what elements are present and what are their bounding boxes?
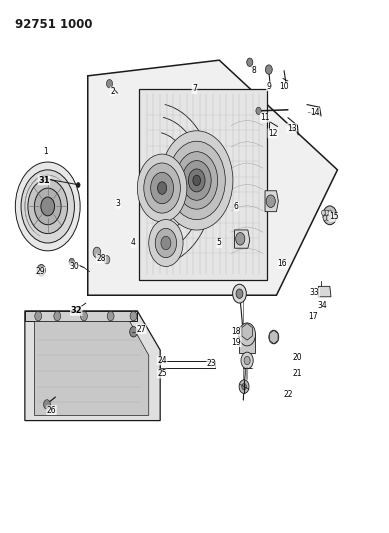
Text: 34: 34 (317, 301, 327, 310)
Circle shape (242, 384, 246, 390)
Circle shape (107, 311, 114, 321)
Text: 92751 1000: 92751 1000 (15, 19, 93, 31)
Text: 33: 33 (310, 288, 319, 297)
Circle shape (44, 400, 51, 409)
Circle shape (256, 107, 261, 115)
Text: 27: 27 (136, 325, 146, 334)
Circle shape (266, 195, 275, 207)
Circle shape (323, 206, 337, 225)
Text: 1: 1 (44, 147, 48, 156)
Text: 3: 3 (116, 199, 121, 208)
Circle shape (188, 169, 205, 192)
Text: 29: 29 (35, 267, 45, 276)
Text: 5: 5 (217, 238, 222, 247)
Circle shape (21, 170, 74, 243)
Polygon shape (25, 311, 160, 421)
Circle shape (81, 311, 88, 321)
Text: 31: 31 (38, 176, 50, 185)
Bar (139, 89, 267, 280)
Circle shape (104, 255, 110, 264)
Circle shape (130, 327, 137, 337)
Text: 28: 28 (96, 254, 106, 263)
Circle shape (265, 65, 272, 74)
Text: 24: 24 (157, 356, 167, 365)
Circle shape (130, 311, 137, 321)
Text: 7: 7 (192, 84, 197, 93)
Text: 2: 2 (110, 87, 115, 96)
Circle shape (182, 160, 211, 200)
Circle shape (325, 210, 328, 215)
Circle shape (15, 162, 80, 251)
Circle shape (239, 380, 249, 393)
Text: 13: 13 (287, 124, 296, 133)
Text: 6: 6 (234, 202, 239, 211)
Text: 22: 22 (283, 390, 293, 399)
Text: 4: 4 (131, 238, 136, 247)
Text: 18: 18 (232, 327, 241, 336)
Circle shape (241, 324, 253, 340)
Circle shape (54, 311, 61, 321)
Text: 10: 10 (279, 82, 289, 91)
Circle shape (41, 197, 54, 216)
Text: 23: 23 (207, 359, 216, 368)
Circle shape (76, 182, 80, 188)
Circle shape (107, 79, 112, 88)
Circle shape (144, 163, 180, 213)
Circle shape (37, 264, 46, 276)
Polygon shape (235, 230, 250, 248)
Circle shape (321, 210, 325, 215)
Text: 16: 16 (277, 260, 287, 269)
Circle shape (193, 175, 200, 185)
Circle shape (323, 215, 327, 221)
Text: 20: 20 (293, 353, 302, 362)
Circle shape (137, 154, 187, 222)
Circle shape (161, 131, 233, 230)
Circle shape (161, 236, 171, 250)
Circle shape (236, 232, 245, 245)
Text: 11: 11 (260, 113, 270, 122)
Polygon shape (265, 191, 279, 212)
Circle shape (244, 357, 250, 365)
Polygon shape (34, 321, 149, 415)
Circle shape (93, 247, 101, 257)
Circle shape (151, 172, 173, 204)
Circle shape (28, 179, 68, 233)
Circle shape (269, 330, 279, 344)
Text: 21: 21 (293, 369, 302, 378)
Text: 14: 14 (310, 108, 319, 117)
Circle shape (34, 188, 61, 225)
Circle shape (176, 152, 218, 209)
Circle shape (239, 323, 256, 346)
Text: 30: 30 (70, 262, 79, 271)
Text: 15: 15 (329, 212, 338, 221)
Text: 8: 8 (251, 66, 256, 75)
Text: 25: 25 (157, 369, 167, 378)
Text: 9: 9 (266, 82, 271, 91)
Text: 26: 26 (47, 406, 56, 415)
Circle shape (35, 311, 42, 321)
Circle shape (69, 258, 74, 265)
Circle shape (328, 210, 332, 215)
Circle shape (326, 215, 330, 221)
Circle shape (168, 141, 225, 220)
Polygon shape (88, 60, 337, 295)
Polygon shape (25, 311, 137, 321)
Circle shape (233, 284, 246, 303)
Text: 17: 17 (308, 312, 317, 321)
Circle shape (149, 220, 183, 266)
Circle shape (158, 182, 166, 195)
Polygon shape (242, 324, 252, 340)
Text: 32: 32 (70, 306, 82, 316)
Polygon shape (239, 334, 256, 353)
Polygon shape (318, 286, 331, 297)
Polygon shape (270, 330, 278, 344)
Circle shape (241, 352, 253, 369)
Circle shape (236, 289, 243, 298)
Circle shape (155, 228, 177, 257)
Text: 19: 19 (231, 338, 241, 347)
Text: 12: 12 (268, 129, 277, 138)
Circle shape (247, 58, 253, 67)
